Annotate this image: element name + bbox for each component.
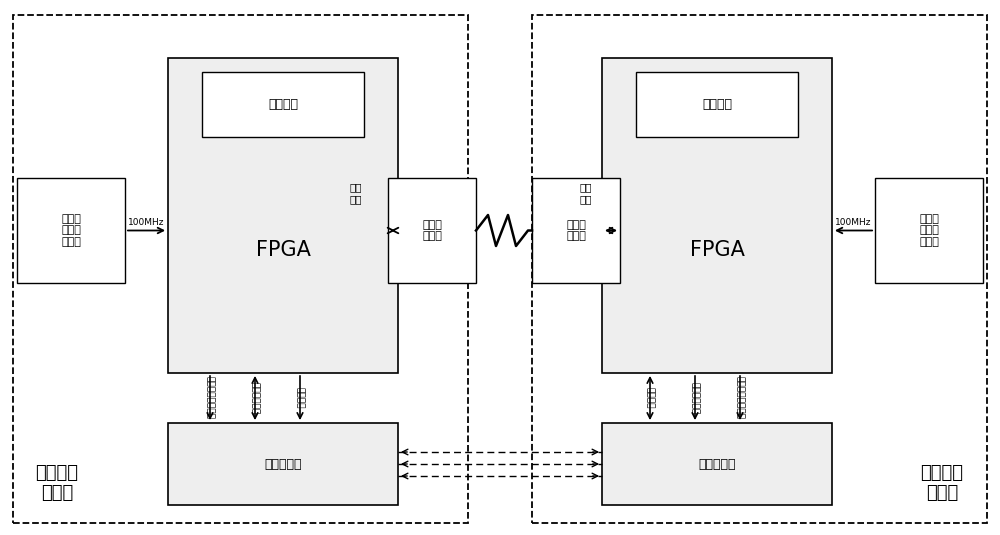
Text: 雷达同步触发脉冲: 雷达同步触发脉冲 bbox=[736, 377, 744, 419]
Bar bbox=[13, 15, 468, 523]
Bar bbox=[388, 178, 476, 283]
Text: 串口
通信: 串口 通信 bbox=[349, 182, 362, 204]
Text: 调度模块: 调度模块 bbox=[268, 98, 298, 111]
Bar bbox=[168, 58, 398, 373]
Bar bbox=[532, 15, 987, 523]
Text: 无线透
传模块: 无线透 传模块 bbox=[566, 220, 586, 241]
Text: 毫米波雷达: 毫米波雷达 bbox=[264, 457, 302, 470]
Text: 100MHz: 100MHz bbox=[128, 218, 165, 226]
Text: 雷达辐射开关: 雷达辐射开关 bbox=[690, 382, 700, 414]
Bar bbox=[602, 58, 832, 373]
Text: 串口
通信: 串口 通信 bbox=[579, 182, 592, 204]
Text: 雷达辐射开关: 雷达辐射开关 bbox=[250, 382, 260, 414]
Text: 串口通信: 串口通信 bbox=[296, 387, 304, 409]
Bar bbox=[636, 72, 798, 137]
Text: 无线透
传模块: 无线透 传模块 bbox=[422, 220, 442, 241]
Text: 毫米波雷达: 毫米波雷达 bbox=[698, 457, 736, 470]
Text: 调度模块: 调度模块 bbox=[702, 98, 732, 111]
Bar bbox=[602, 423, 832, 505]
Text: 雷达同步触发脉冲: 雷达同步触发脉冲 bbox=[206, 377, 214, 419]
Text: FPGA: FPGA bbox=[690, 240, 744, 260]
Text: 第二雷达
子系统: 第二雷达 子系统 bbox=[920, 464, 964, 502]
Text: 100MHz: 100MHz bbox=[835, 218, 872, 226]
Bar bbox=[168, 423, 398, 505]
Bar bbox=[532, 178, 620, 283]
Bar bbox=[17, 178, 125, 283]
Bar bbox=[875, 178, 983, 283]
Text: FPGA: FPGA bbox=[256, 240, 310, 260]
Text: 串口通信: 串口通信 bbox=[646, 387, 654, 409]
Bar bbox=[202, 72, 364, 137]
Text: 第一雷达
子系统: 第一雷达 子系统 bbox=[36, 464, 78, 502]
Text: 温度补
偿晶体
振荡器: 温度补 偿晶体 振荡器 bbox=[919, 214, 939, 247]
Text: 温度补
偿晶体
振荡器: 温度补 偿晶体 振荡器 bbox=[61, 214, 81, 247]
